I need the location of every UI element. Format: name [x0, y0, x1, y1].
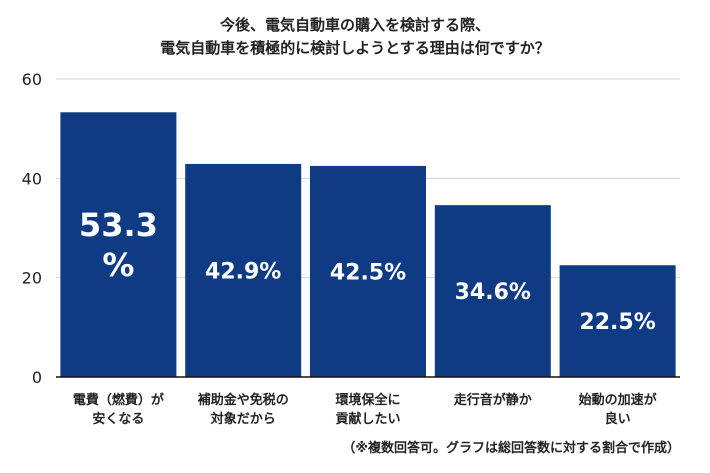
data-label: 42.9%	[205, 259, 281, 284]
category-label: 対象だから	[210, 411, 276, 427]
bar	[185, 163, 302, 377]
category-label: 電費（燃費）が	[73, 392, 164, 408]
data-label: %	[102, 246, 134, 284]
y-tick-label: 60	[22, 70, 42, 89]
data-label: 34.6%	[455, 280, 531, 305]
chart-title-line-1: 今後、電気自動車の購入を検討する際、	[219, 16, 490, 34]
data-label: 42.5%	[330, 260, 406, 285]
data-label: 22.5%	[579, 310, 655, 335]
y-tick-label: 0	[32, 368, 42, 387]
y-tick-label: 40	[22, 169, 42, 188]
chart-title: 今後、電気自動車の購入を検討する際、 電気自動車を積極的に検討しようとする理由は…	[0, 14, 710, 60]
footnote: （※複数回答可。グラフは総回答数に対する割合で作成）	[342, 441, 680, 456]
category-label: 補助金や免税の	[197, 392, 289, 408]
data-label: 53.3	[79, 206, 158, 244]
bar	[559, 265, 676, 377]
category-label: 安くなる	[92, 411, 144, 427]
category-label: 走行音が静か	[454, 392, 532, 408]
chart-title-line-2: 電気自動車を積極的に検討しようとする理由は何ですか？	[160, 39, 550, 57]
bar	[60, 112, 177, 377]
y-tick-label: 20	[22, 269, 42, 288]
category-label: 貢献したい	[335, 411, 400, 427]
category-label: 良い	[605, 411, 631, 427]
bar	[310, 165, 426, 377]
category-label: 環境保全に	[335, 392, 400, 408]
bar	[434, 205, 551, 377]
category-label: 始動の加速が	[579, 392, 657, 408]
